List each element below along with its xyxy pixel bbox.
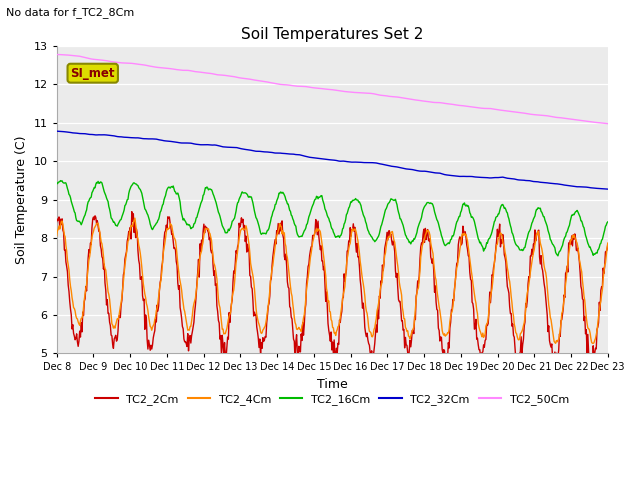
Title: Soil Temperatures Set 2: Soil Temperatures Set 2	[241, 27, 424, 42]
Y-axis label: Soil Temperature (C): Soil Temperature (C)	[15, 135, 28, 264]
Text: No data for f_TC2_8Cm: No data for f_TC2_8Cm	[6, 7, 134, 18]
Legend: TC2_2Cm, TC2_4Cm, TC2_16Cm, TC2_32Cm, TC2_50Cm: TC2_2Cm, TC2_4Cm, TC2_16Cm, TC2_32Cm, TC…	[91, 390, 573, 409]
X-axis label: Time: Time	[317, 378, 348, 391]
Text: SI_met: SI_met	[70, 67, 115, 80]
